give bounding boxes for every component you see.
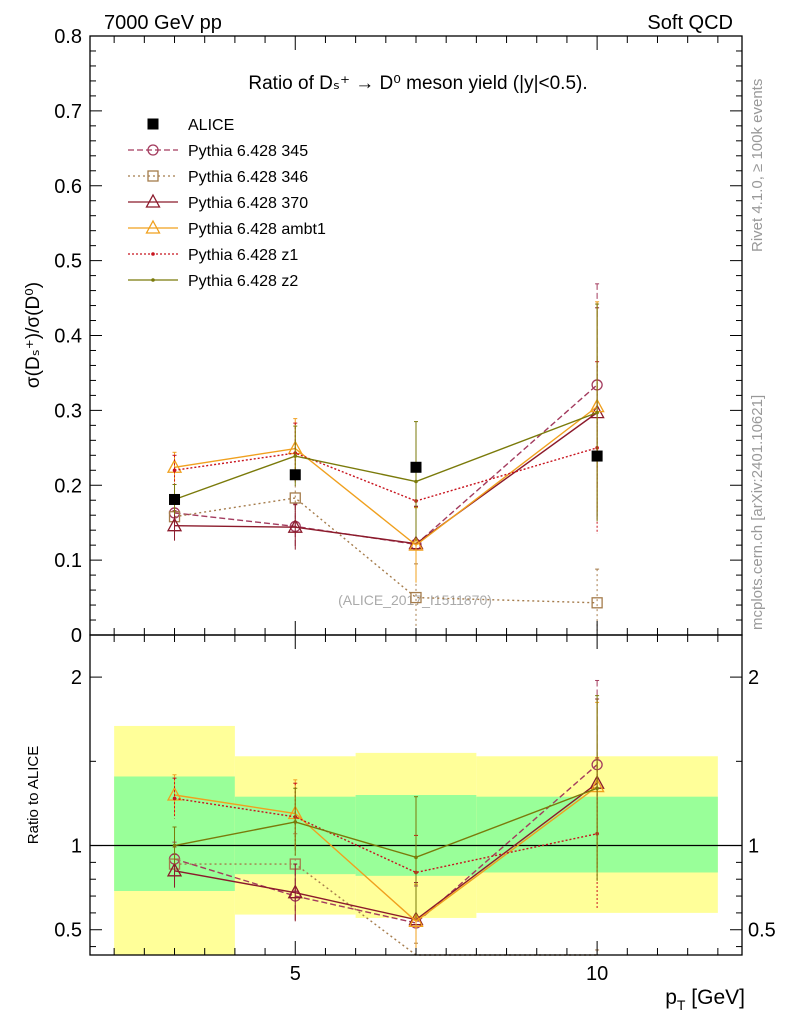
header-right: Soft QCD	[647, 12, 733, 34]
x-tick-label: 5	[290, 963, 301, 985]
series-line	[174, 786, 598, 923]
legend-label: Pythia 6.428 370	[188, 195, 308, 212]
legend-item: ALICE	[147, 117, 234, 134]
data-point	[172, 468, 177, 473]
rivet-credit: Rivet 4.1.0, ≥ 100k events	[749, 79, 766, 252]
data-point	[408, 536, 424, 551]
x-tick-label: 10	[586, 963, 608, 985]
ratio-series-pythia-6-428-z2	[172, 695, 600, 918]
series-line	[174, 412, 598, 545]
ratio-y-tick-label: 0.5	[54, 920, 82, 942]
ratio-panel: 5 10 0.5 0.5 1 1 2 2 Ratio to ALICE pT [GeV]	[25, 634, 776, 1013]
ratio-y-tick-label-right: 1	[748, 836, 759, 858]
series-line	[174, 447, 598, 502]
y-tick-label: 0.7	[54, 101, 82, 123]
mcplots-credit: mcplots.cern.ch [arXiv:2401.10621]	[749, 395, 766, 630]
series-pythia-6-428-ambt1	[166, 301, 605, 583]
ratio-y-tick-label: 2	[71, 667, 82, 689]
series-line	[174, 863, 598, 956]
data-point	[289, 492, 301, 504]
data-point	[287, 518, 303, 533]
legend-label: ALICE	[188, 117, 234, 134]
legend-marker	[151, 278, 155, 282]
main-y-label: σ(Dₛ⁺)/σ(D⁰)	[23, 282, 44, 388]
legend-marker	[147, 170, 159, 182]
data-point	[166, 517, 183, 532]
ratio-y-tick-label-right: 0.5	[748, 920, 776, 942]
y-tick-label: 0.1	[54, 550, 82, 572]
analysis-watermark: (ALICE_2017_I1511870)	[338, 592, 492, 608]
data-point	[169, 493, 181, 505]
main-panel: Ratio of Dₛ⁺ → D⁰ meson yield (|y|<0.5).…	[23, 26, 743, 647]
data-point	[287, 884, 303, 899]
ratio-y-tick-label: 1	[71, 836, 82, 858]
data-point	[172, 843, 177, 848]
series-line	[174, 797, 598, 874]
data-point	[166, 862, 183, 877]
series-alice	[169, 450, 603, 505]
data-point	[414, 855, 418, 860]
legend: ALICE Pythia 6.428 345 Pythia 6.428 346 Pyt…	[128, 117, 326, 290]
series-pythia-6-428-370	[166, 307, 605, 582]
legend-marker	[147, 144, 159, 156]
legend-item: Pythia 6.428 370	[128, 193, 308, 212]
ratio-y-tick-label-right: 2	[748, 667, 759, 689]
data-point	[591, 597, 603, 609]
y-tick-label: 0.8	[54, 26, 82, 48]
ratio-y-label: Ratio to ALICE	[25, 746, 42, 844]
series-line	[174, 497, 598, 604]
legend-label: Pythia 6.428 z2	[188, 273, 298, 290]
legend-item: Pythia 6.428 z1	[128, 247, 298, 264]
series-pythia-6-428-345	[168, 283, 603, 582]
y-tick-label: 0.4	[54, 326, 82, 348]
x-axis-label: pT [GeV]	[665, 986, 745, 1013]
legend-item: Pythia 6.428 345	[128, 143, 308, 160]
series-line	[174, 411, 598, 501]
series-line	[174, 764, 598, 924]
chart-title: Ratio of Dₛ⁺ → D⁰ meson yield (|y|<0.5).	[248, 73, 587, 94]
y-tick-label: 0.6	[54, 176, 82, 198]
header-left: 7000 GeV pp	[104, 12, 222, 34]
legend-marker	[147, 118, 159, 130]
data-point	[595, 786, 599, 791]
data-point	[293, 820, 298, 824]
legend-label: Pythia 6.428 346	[188, 169, 308, 186]
data-point	[408, 912, 424, 927]
legend-marker	[145, 193, 161, 208]
data-point	[591, 450, 603, 462]
legend-label: Pythia 6.428 345	[188, 143, 308, 160]
data-point	[414, 479, 418, 484]
legend-label: Pythia 6.428 ambt1	[188, 221, 326, 238]
data-point	[289, 469, 301, 481]
legend-item: Pythia 6.428 z2	[128, 273, 298, 290]
series-line	[174, 787, 598, 859]
legend-item: Pythia 6.428 346	[128, 169, 308, 186]
y-tick-label: 0.3	[54, 400, 82, 422]
data-point	[410, 461, 422, 473]
legend-marker	[145, 219, 161, 234]
y-tick-label: 0.5	[54, 251, 82, 273]
legend-item: Pythia 6.428 ambt1	[128, 219, 326, 238]
series-pythia-6-428-346	[168, 475, 603, 635]
data-point	[595, 410, 599, 415]
data-point	[293, 454, 298, 458]
series-pythia-6-428-z1	[172, 361, 600, 539]
series-pythia-6-428-z2	[172, 303, 600, 542]
y-tick-label: 0	[71, 625, 82, 647]
y-tick-label: 0.2	[54, 475, 82, 497]
data-point	[172, 796, 177, 801]
series-line	[174, 782, 598, 921]
series-line	[174, 406, 598, 547]
legend-label: Pythia 6.428 z1	[188, 247, 298, 264]
legend-marker	[151, 252, 155, 256]
data-point	[410, 591, 422, 604]
